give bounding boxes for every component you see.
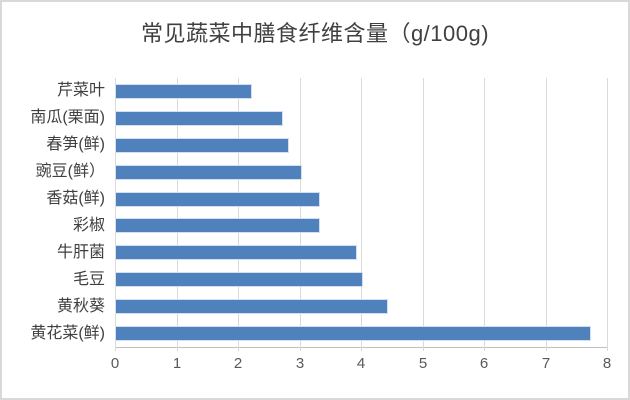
category-label: 毛豆 [72,271,105,288]
category-label: 黄花菜(鲜) [30,325,105,342]
gridline [115,78,116,351]
x-tick-label: 2 [233,355,243,372]
bar [115,192,320,207]
gridline [177,78,178,351]
gridline [300,78,301,351]
bar [115,299,388,314]
category-label: 彩椒 [72,217,105,234]
x-tick-label: 6 [479,355,489,372]
gridline [546,78,547,351]
gridline [361,78,362,351]
gridline [484,78,485,351]
bar [115,326,591,341]
bar [115,84,252,99]
bar [115,245,357,260]
category-label: 豌豆(鲜） [35,163,105,180]
gridline [238,78,239,351]
category-label: 牛肝菌 [56,244,105,261]
category-label: 香菇(鲜) [46,190,105,207]
plot-area [115,78,608,351]
x-tick-label: 5 [418,355,428,372]
bar [115,218,320,233]
bar [115,272,363,287]
chart-title: 常见蔬菜中膳食纤维含量（g/100g) [140,21,490,46]
x-tick-label: 0 [110,355,120,372]
x-tick-label: 4 [356,355,366,372]
bar [115,111,283,126]
category-label: 春笋(鲜) [46,136,105,153]
x-tick-label: 3 [295,355,305,372]
x-tick-label: 7 [541,355,551,372]
bar [115,165,302,180]
x-tick-label: 8 [602,355,612,372]
category-label: 芹菜叶 [56,82,105,99]
bar [115,138,289,153]
gridline [607,78,608,351]
category-label: 南瓜(栗面) [30,109,105,126]
x-tick-label: 1 [172,355,182,372]
category-label: 黄秋葵 [56,298,105,315]
gridline [423,78,424,351]
